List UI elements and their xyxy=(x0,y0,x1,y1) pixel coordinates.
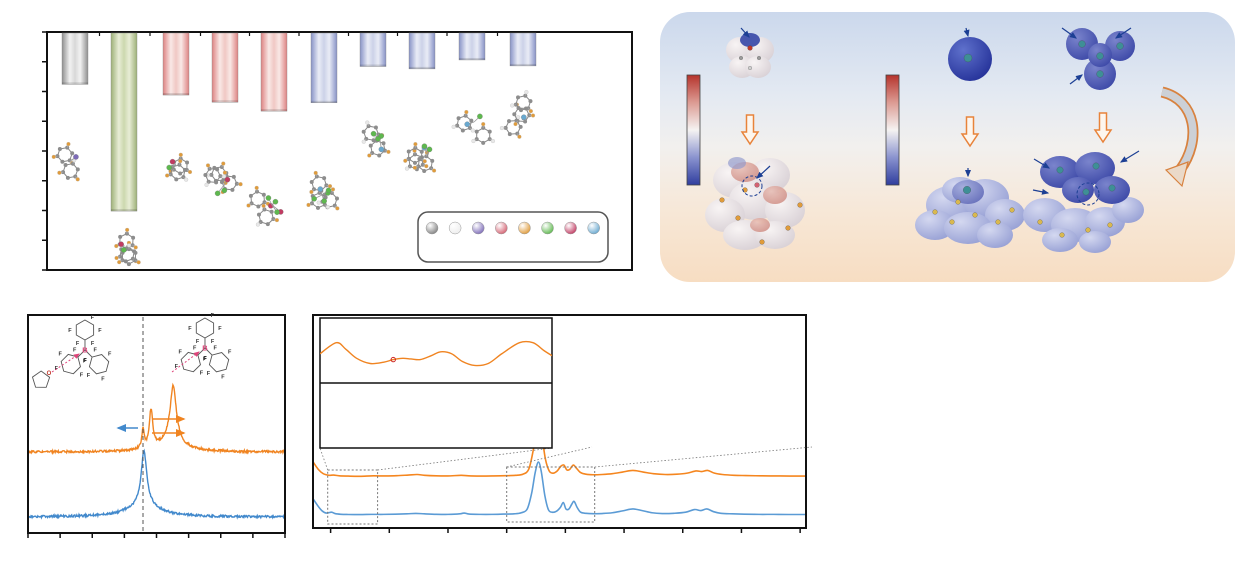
figure-labels xyxy=(0,0,1243,569)
